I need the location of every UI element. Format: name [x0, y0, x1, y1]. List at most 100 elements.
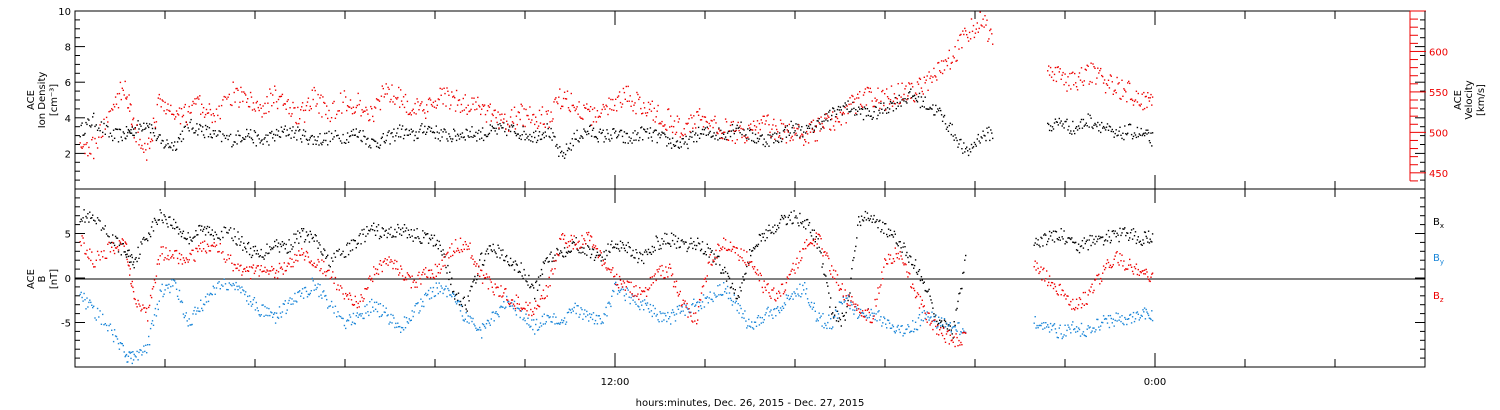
field-point-s0	[239, 244, 241, 246]
field-point-s1	[687, 308, 689, 310]
field-point-s1	[879, 319, 881, 321]
field-point-s1	[349, 316, 352, 318]
field-point-s1	[209, 292, 212, 295]
field-point-s2	[596, 248, 599, 250]
field-point-s1	[1140, 314, 1142, 317]
velocity-point-s0	[1073, 84, 1075, 86]
field-point-s0	[802, 221, 804, 223]
density-point-s0	[919, 106, 922, 109]
density-point-s0	[108, 136, 110, 138]
field-point-s1	[427, 289, 430, 292]
field-point-s2	[453, 250, 455, 252]
velocity-point-s0	[808, 123, 811, 125]
field-point-s0	[411, 235, 413, 237]
field-point-s1	[781, 305, 784, 308]
density-point-s0	[105, 124, 108, 127]
density-point-s0	[436, 131, 438, 133]
field-point-s0	[132, 261, 135, 263]
field-point-s2	[483, 277, 486, 279]
field-point-s1	[353, 322, 356, 324]
velocity-point-s0	[1050, 76, 1053, 78]
field-point-s1	[644, 302, 647, 305]
field-point-s1	[930, 316, 932, 318]
field-point-s1	[150, 322, 153, 325]
field-point-s1	[247, 295, 249, 298]
velocity-point-s0	[516, 123, 518, 126]
field-point-s0	[497, 244, 499, 246]
field-point-s0	[599, 254, 601, 256]
density-point-s0	[167, 143, 169, 145]
density-point-s0	[959, 139, 961, 141]
field-point-s2	[498, 295, 500, 297]
velocity-point-s0	[461, 110, 464, 112]
field-point-s2	[572, 248, 574, 250]
density-point-s0	[398, 136, 400, 138]
field-point-s0	[670, 232, 673, 234]
field-point-s1	[851, 304, 853, 306]
field-point-s1	[805, 293, 807, 295]
velocity-point-s0	[676, 115, 679, 117]
velocity-point-s0	[751, 129, 753, 131]
velocity-point-s0	[586, 103, 588, 105]
field-point-s1	[373, 301, 376, 304]
density-point-s0	[601, 131, 603, 134]
velocity-point-s0	[726, 139, 729, 141]
field-point-s0	[740, 290, 742, 292]
field-point-s1	[411, 310, 413, 312]
field-point-s0	[187, 232, 189, 234]
field-point-s0	[195, 230, 197, 232]
density-point-s0	[1090, 117, 1092, 119]
field-point-s2	[535, 308, 538, 310]
velocity-point-s0	[528, 118, 530, 120]
velocity-point-s0	[718, 128, 720, 130]
bottom-panel: -505 ACE B [nT] Bx By Bz	[26, 11, 1444, 368]
field-point-s0	[951, 333, 953, 335]
velocity-point-s0	[1129, 98, 1132, 101]
density-point-s0	[303, 135, 306, 137]
density-point-s0	[1119, 126, 1121, 128]
field-point-s2	[293, 261, 295, 263]
density-point-s0	[956, 139, 958, 142]
field-point-s1	[464, 318, 466, 320]
field-point-s1	[418, 312, 420, 314]
density-point-s0	[686, 143, 688, 145]
field-point-s1	[1122, 322, 1124, 325]
density-point-s0	[803, 131, 805, 133]
field-point-s1	[421, 305, 423, 307]
density-point-s0	[833, 110, 836, 112]
density-point-s0	[801, 126, 803, 128]
velocity-point-s0	[326, 105, 328, 107]
density-point-s0	[816, 120, 818, 122]
field-point-s0	[694, 244, 696, 247]
velocity-point-s0	[162, 100, 164, 102]
velocity-point-s0	[558, 96, 560, 98]
field-point-s1	[165, 284, 167, 286]
field-point-s0	[189, 236, 191, 238]
density-point-s0	[214, 130, 216, 132]
velocity-point-s0	[544, 126, 546, 128]
field-point-s0	[338, 248, 340, 251]
velocity-point-s0	[985, 24, 987, 26]
field-point-s1	[538, 326, 541, 328]
velocity-point-s0	[671, 131, 674, 134]
field-point-s1	[1091, 330, 1093, 332]
field-point-s2	[383, 260, 385, 262]
density-point-s0	[973, 141, 976, 144]
density-point-s0	[616, 135, 619, 138]
field-point-s0	[638, 257, 640, 260]
density-point-s0	[641, 126, 643, 128]
field-point-s1	[960, 331, 962, 333]
field-point-s1	[915, 328, 918, 331]
velocity-point-s0	[843, 113, 845, 115]
field-point-s1	[481, 337, 483, 339]
velocity-point-s0	[873, 105, 875, 107]
density-point-s0	[160, 142, 162, 144]
field-point-s1	[151, 320, 154, 322]
field-point-s1	[543, 313, 545, 315]
field-point-s1	[440, 285, 442, 287]
field-point-s2	[325, 274, 327, 277]
field-point-s0	[564, 255, 567, 258]
field-point-s2	[120, 243, 122, 245]
density-point-s0	[562, 152, 565, 154]
density-point-s0	[670, 147, 673, 149]
